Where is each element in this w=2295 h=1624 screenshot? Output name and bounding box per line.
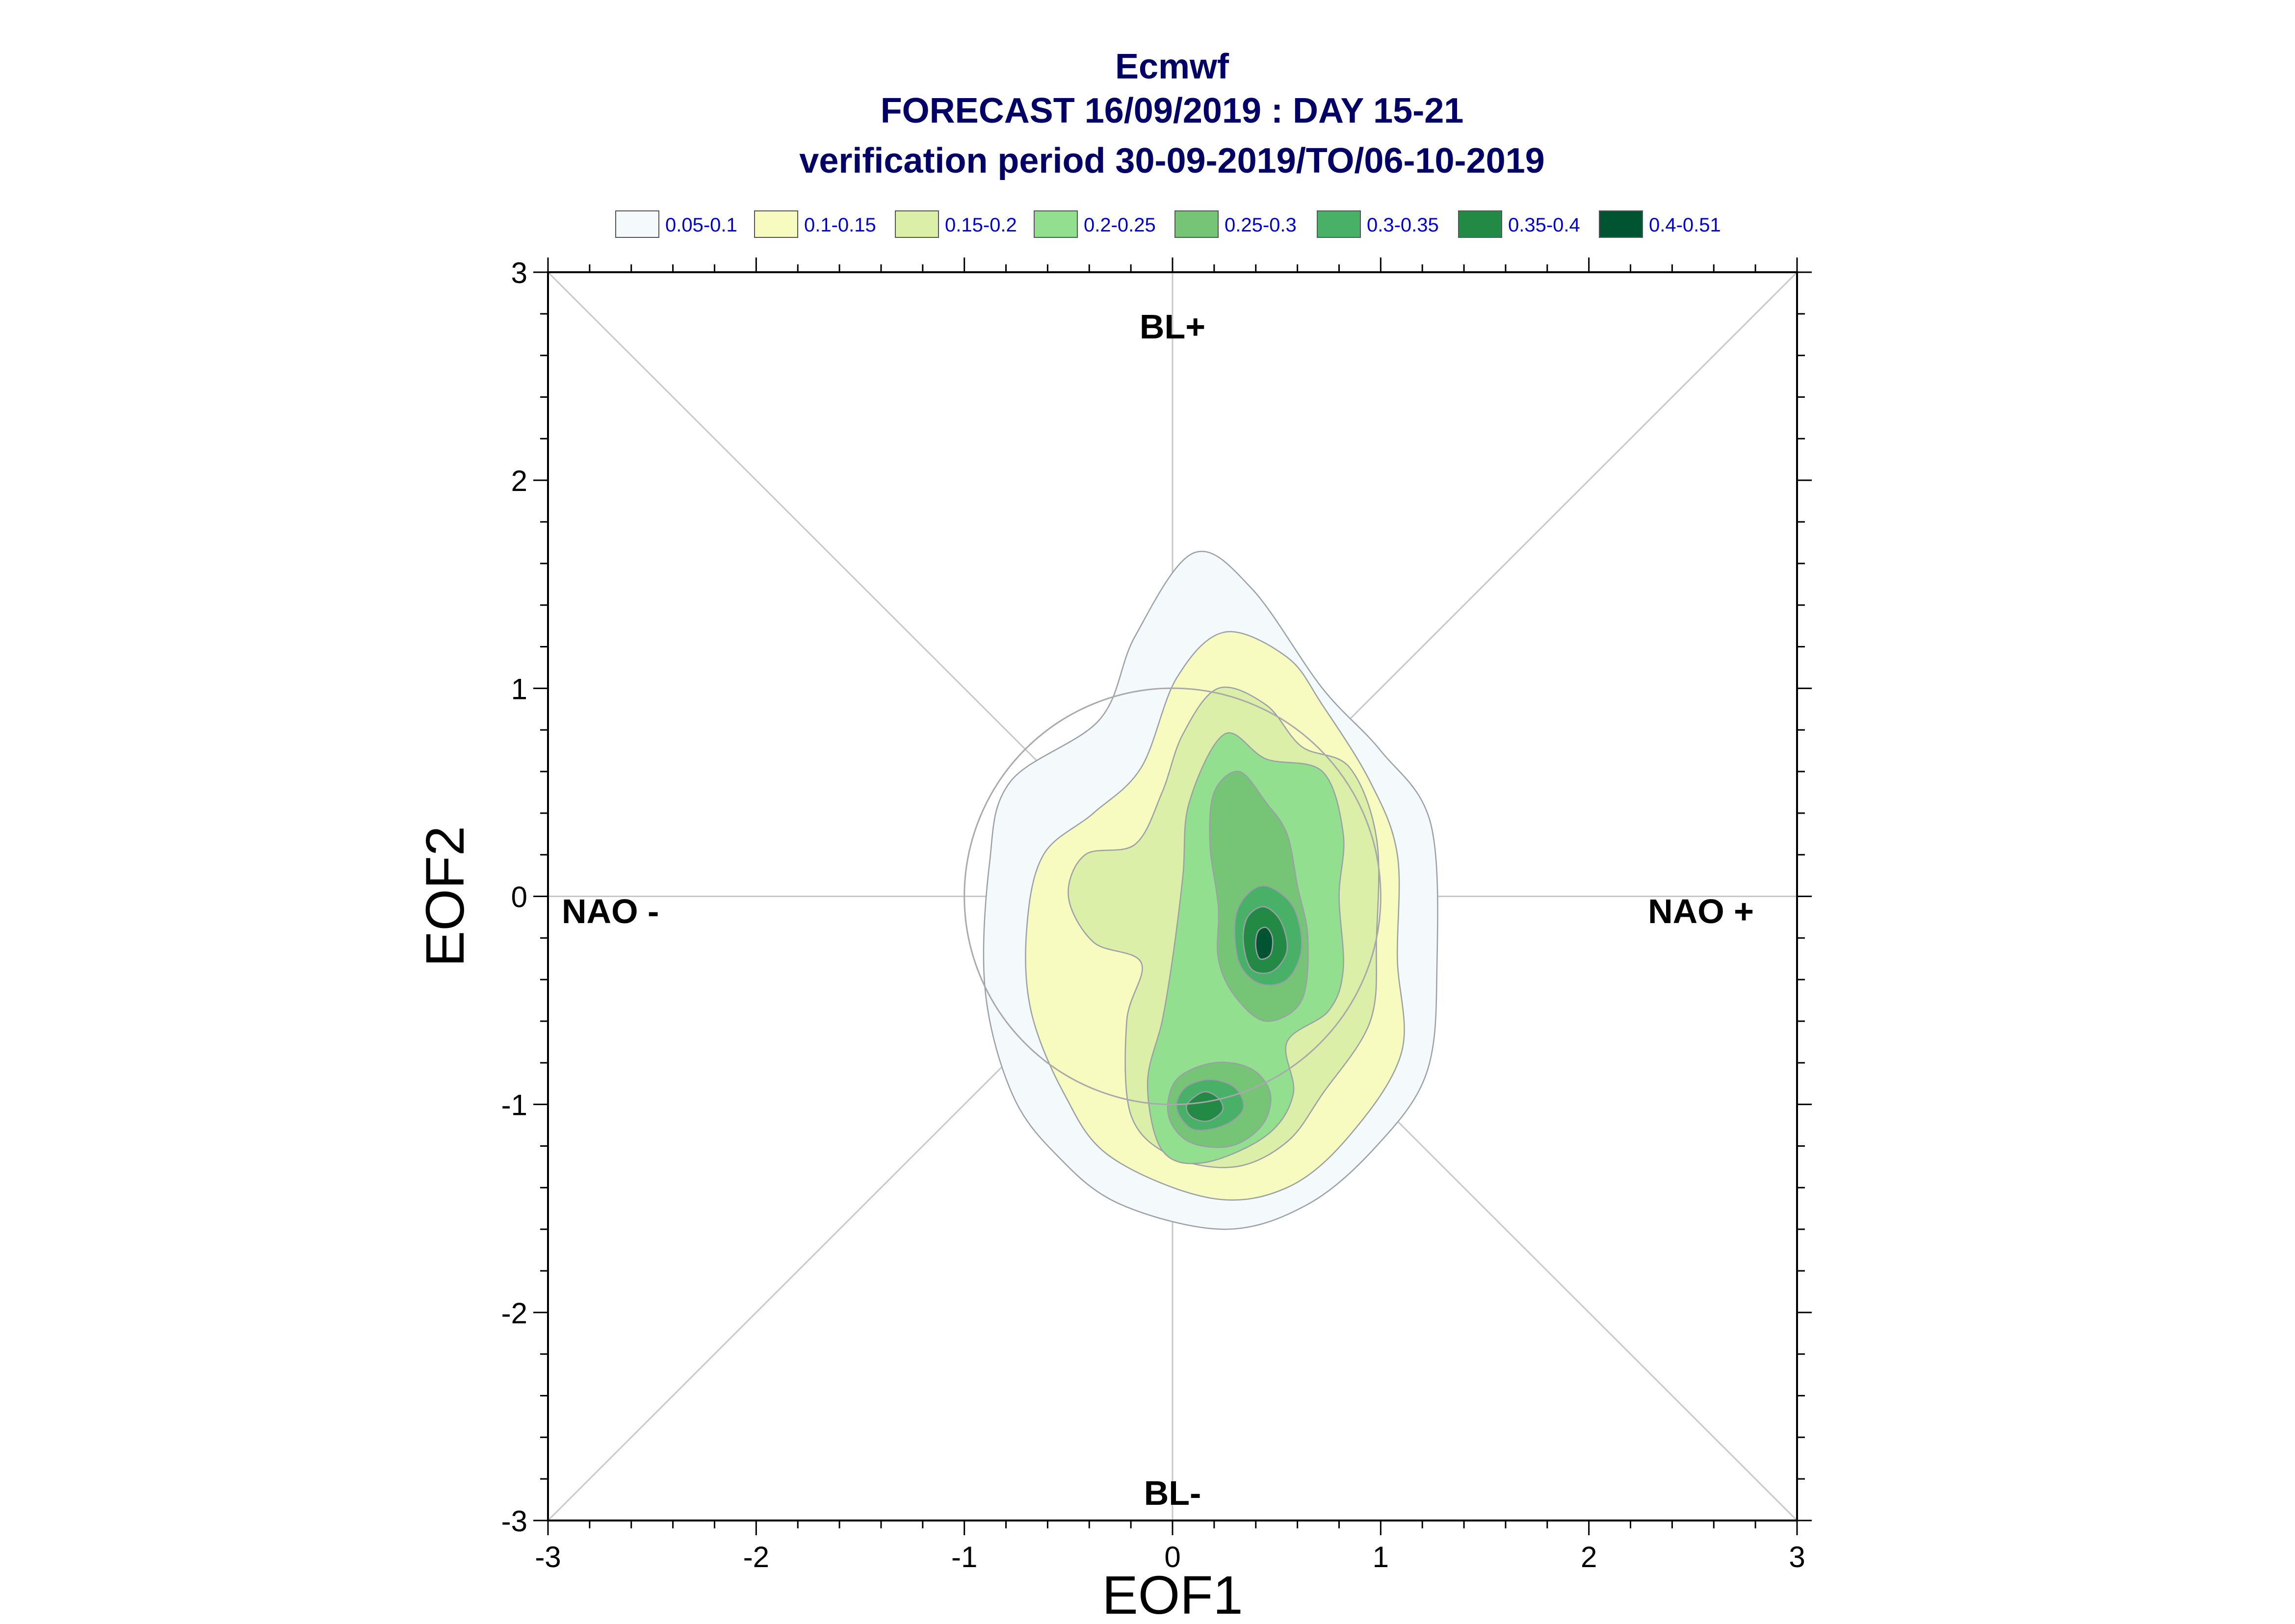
legend-label-7: 0.35-0.4: [1508, 214, 1580, 236]
legend-swatch-5: [1174, 210, 1219, 238]
regime-label-top: BL+: [1140, 308, 1205, 346]
x-tick-label: 3: [1789, 1541, 1805, 1573]
y-tick-label: 2: [511, 464, 527, 497]
y-tick-label: -2: [501, 1297, 527, 1330]
x-tick-label: -2: [743, 1541, 769, 1573]
regime-label-bottom: BL-: [1144, 1474, 1201, 1512]
y-tick-label: -3: [501, 1505, 527, 1538]
legend-swatch-4: [1034, 210, 1078, 238]
regime-label-right: NAO +: [1648, 892, 1754, 930]
chart-title-line-3: verification period 30-09-2019/TO/06-10-…: [799, 141, 1544, 180]
plot-area: BL+ BL- NAO - NAO + -3 -2 -1 0 1 2 3 -3 -2 -1 0 1 2 3: [501, 257, 1812, 1573]
legend-swatch-3: [895, 210, 939, 238]
y-axis-title: EOF2: [415, 826, 475, 967]
legend-swatch-8: [1599, 210, 1643, 238]
x-tick-label: 0: [1164, 1541, 1180, 1573]
y-tick-label: -1: [501, 1089, 527, 1122]
regime-labels: BL+ BL- NAO - NAO +: [562, 308, 1754, 1512]
contour-0.4-0.51-peak: [1255, 927, 1274, 960]
legend-label-3: 0.15-0.2: [945, 214, 1017, 236]
y-tick-label: 1: [511, 672, 527, 705]
legend-label-2: 0.1-0.15: [804, 214, 876, 236]
legend-swatch-6: [1317, 210, 1361, 238]
chart-title-line-1: Ecmwf: [1115, 47, 1229, 86]
regime-label-left: NAO -: [562, 892, 659, 930]
x-axis-title: EOF1: [1102, 1565, 1243, 1624]
y-tick-label: 3: [511, 257, 527, 289]
x-tick-label: -1: [951, 1541, 977, 1573]
legend-swatch-7: [1458, 210, 1502, 238]
reference-circle: [964, 687, 1382, 1106]
legend-label-5: 0.25-0.3: [1225, 214, 1297, 236]
legend: 0.05-0.1 0.1-0.15 0.15-0.2 0.2-0.25 0.25-0.3…: [615, 210, 1721, 238]
legend-label-6: 0.3-0.35: [1367, 214, 1439, 236]
density-contours: [983, 550, 1438, 1230]
chart-title-line-2: FORECAST 16/09/2019 : DAY 15-21: [881, 91, 1464, 130]
chart-title-block: Ecmwf FORECAST 16/09/2019 : DAY 15-21 veri…: [799, 47, 1544, 180]
legend-label-1: 0.05-0.1: [665, 214, 737, 236]
x-tick-label: 1: [1373, 1541, 1389, 1573]
legend-label-8: 0.4-0.51: [1649, 214, 1721, 236]
axis-ticks: -3 -2 -1 0 1 2 3 -3 -2 -1 0 1 2 3: [501, 257, 1812, 1573]
y-tick-label: 0: [511, 881, 527, 914]
legend-swatch-2: [754, 210, 798, 238]
x-tick-label: 2: [1581, 1541, 1597, 1573]
x-tick-label: -3: [535, 1541, 561, 1573]
legend-swatch-1: [615, 210, 659, 238]
legend-label-4: 0.2-0.25: [1084, 214, 1156, 236]
foreground-guide-lines: [964, 687, 1382, 1106]
